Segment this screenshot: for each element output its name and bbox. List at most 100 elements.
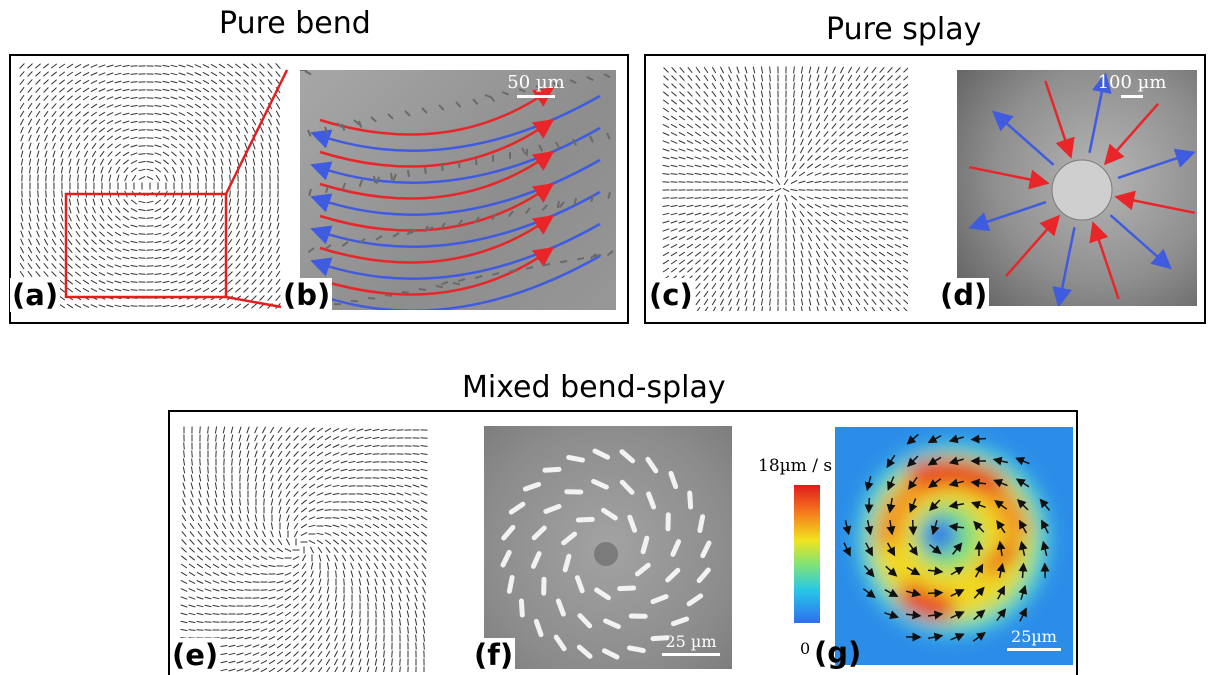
- director-segment: [252, 555, 260, 561]
- director-segment: [769, 90, 771, 98]
- director-segment: [268, 238, 272, 246]
- director-segment: [767, 202, 773, 210]
- director-segment: [799, 203, 805, 209]
- director-segment: [719, 266, 725, 274]
- director-segment: [396, 484, 404, 488]
- director-segment: [687, 66, 693, 74]
- director-segment: [815, 219, 821, 225]
- director-segment: [189, 547, 195, 553]
- director-segment: [29, 198, 31, 206]
- director-segment: [227, 254, 233, 262]
- director-segment: [356, 516, 364, 520]
- director-segment: [228, 198, 232, 206]
- director-segment: [186, 127, 194, 133]
- director-segment: [734, 172, 742, 176]
- director-segment: [350, 618, 354, 626]
- rod: [650, 635, 670, 642]
- director-segment: [275, 294, 281, 302]
- director-segment: [210, 287, 218, 293]
- director-segment: [106, 72, 114, 76]
- director-segment: [678, 107, 686, 113]
- director-segment: [766, 188, 774, 192]
- director-segment: [777, 234, 779, 242]
- velocity-arrow: [927, 610, 944, 620]
- director-segment: [228, 150, 232, 158]
- director-segment: [301, 451, 307, 457]
- director-segment: [388, 477, 396, 479]
- director-segment: [760, 130, 764, 138]
- director-segment: [251, 262, 257, 270]
- director-segment: [98, 103, 106, 109]
- director-segment: [317, 642, 323, 650]
- velocity-arrow: [886, 519, 896, 536]
- director-segment: [678, 148, 686, 152]
- outward-arrow: [1117, 148, 1196, 180]
- director-segment: [703, 251, 709, 257]
- director-segment: [718, 164, 726, 168]
- director-segment: [769, 282, 771, 290]
- director-segment: [284, 619, 292, 625]
- rod: [457, 219, 463, 227]
- director-segment: [170, 304, 178, 308]
- director-segment: [862, 115, 870, 121]
- director-segment: [776, 194, 780, 202]
- director-segment: [696, 306, 701, 311]
- director-segment: [202, 279, 210, 285]
- director-segment: [210, 71, 218, 77]
- velocity-arrow: [996, 585, 1005, 600]
- director-segment: [839, 290, 845, 298]
- director-segment: [251, 79, 257, 85]
- director-segment: [847, 123, 853, 129]
- director-segment: [735, 98, 741, 106]
- director-segment: [269, 450, 275, 458]
- director-segment: [246, 434, 250, 442]
- rod: [358, 179, 363, 187]
- director-segment: [863, 290, 869, 298]
- director-segment: [800, 242, 804, 250]
- director-segment: [886, 259, 894, 265]
- director-segment: [752, 258, 756, 266]
- director-segment: [718, 204, 726, 208]
- director-segment: [831, 266, 837, 274]
- director-segment: [879, 306, 884, 311]
- director-segment: [235, 254, 241, 262]
- director-segment: [146, 217, 154, 219]
- director-segment: [752, 98, 756, 106]
- director-segment: [243, 87, 249, 93]
- director-segment: [154, 265, 162, 267]
- director-segment: [334, 618, 338, 626]
- director-segment: [236, 589, 244, 591]
- director-segment: [422, 618, 426, 626]
- director-segment: [259, 254, 265, 262]
- director-segment: [180, 612, 188, 616]
- director-segment: [74, 71, 82, 77]
- director-segment: [854, 204, 862, 208]
- director-segment: [260, 612, 268, 616]
- director-segment: [855, 99, 861, 105]
- director-segment: [382, 658, 386, 666]
- director-segment: [52, 142, 56, 150]
- director-segment: [19, 270, 25, 278]
- director-segment: [198, 482, 202, 490]
- director-segment: [98, 280, 106, 284]
- director-segment: [823, 227, 829, 233]
- director-segment: [793, 306, 795, 311]
- director-segment: [138, 175, 146, 181]
- director-segment: [235, 79, 241, 85]
- director-segment: [886, 204, 894, 208]
- director-segment: [44, 222, 48, 230]
- director-segment: [27, 86, 33, 94]
- director-segment: [244, 142, 248, 150]
- director-segment: [350, 626, 354, 634]
- director-segment: [186, 255, 194, 261]
- director-segment: [229, 530, 235, 538]
- director-segment: [206, 490, 210, 498]
- director-segment: [348, 524, 356, 528]
- director-segment: [309, 634, 315, 642]
- director-segment: [838, 219, 846, 225]
- zoom-line-bottom: [225, 295, 288, 310]
- director-segment: [202, 111, 210, 117]
- rod: [307, 129, 312, 137]
- scale-bar-f: 25 µm: [660, 632, 722, 656]
- director-segment: [35, 118, 41, 126]
